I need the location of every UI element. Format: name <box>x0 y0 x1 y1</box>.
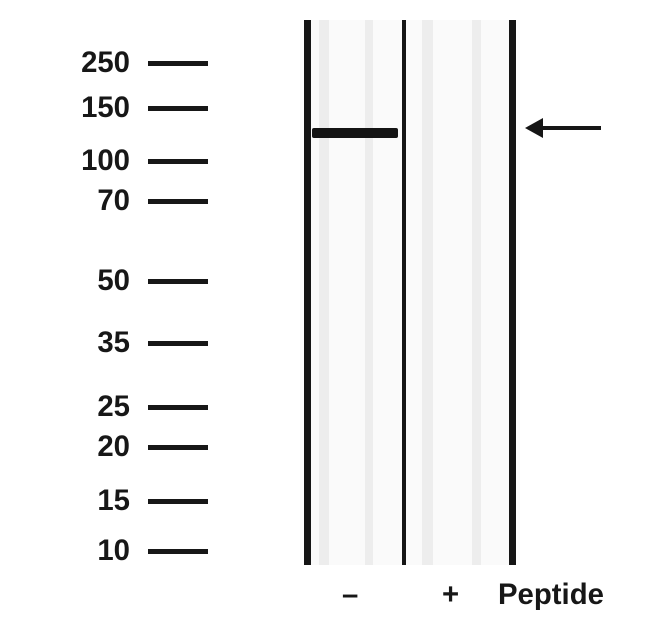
mw-label: 50 <box>0 264 148 298</box>
mw-row: 15 <box>0 484 208 518</box>
mw-label: 250 <box>0 46 148 80</box>
mw-label: 15 <box>0 484 148 518</box>
mw-label: 25 <box>0 390 148 424</box>
mw-tick <box>148 61 208 66</box>
mw-row: 35 <box>0 326 208 360</box>
arrow-head-icon <box>525 118 543 138</box>
mw-row: 70 <box>0 184 208 218</box>
mw-tick <box>148 549 208 554</box>
blot-border-left <box>304 20 311 565</box>
mw-tick <box>148 499 208 504</box>
lane-label-plus: + <box>442 578 459 612</box>
mw-row: 20 <box>0 430 208 464</box>
mw-row: 25 <box>0 390 208 424</box>
mw-tick <box>148 199 208 204</box>
protein-band <box>312 128 398 138</box>
blot-figure: 250 150 100 70 50 35 25 20 15 10 – + Peptide <box>0 0 650 633</box>
lane-streak <box>422 20 433 565</box>
lane-minus <box>304 20 406 565</box>
mw-label: 35 <box>0 326 148 360</box>
mw-tick <box>148 341 208 346</box>
mw-row: 100 <box>0 144 208 178</box>
lane-streak <box>365 20 373 565</box>
blot-region <box>304 20 516 565</box>
mw-tick <box>148 106 208 111</box>
lane-label-minus: – <box>342 578 358 612</box>
mw-label: 10 <box>0 534 148 568</box>
mw-tick <box>148 405 208 410</box>
mw-label: 20 <box>0 430 148 464</box>
mw-row: 250 <box>0 46 208 80</box>
mw-label: 100 <box>0 144 148 178</box>
mw-label: 150 <box>0 91 148 125</box>
mw-label: 70 <box>0 184 148 218</box>
blot-border-right <box>509 20 516 565</box>
mw-tick <box>148 279 208 284</box>
band-arrow <box>525 118 601 138</box>
mw-row: 150 <box>0 91 208 125</box>
mw-tick <box>148 159 208 164</box>
mw-tick <box>148 445 208 450</box>
mw-row: 10 <box>0 534 208 568</box>
lane-streak <box>472 20 481 565</box>
mw-row: 50 <box>0 264 208 298</box>
peptide-label: Peptide <box>498 578 604 612</box>
lane-plus <box>406 20 516 565</box>
lane-streak <box>319 20 329 565</box>
arrow-shaft <box>543 126 601 130</box>
